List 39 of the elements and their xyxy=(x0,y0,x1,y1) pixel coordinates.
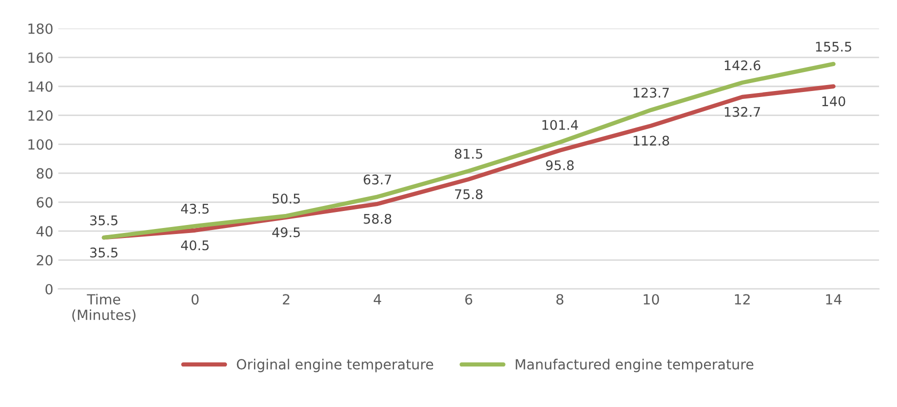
data-label: 58.8 xyxy=(364,214,392,224)
x-tick-label: 14 xyxy=(826,294,842,304)
data-label: 50.5 xyxy=(272,194,300,204)
y-tick-label: 80 xyxy=(36,168,53,179)
data-label: 75.8 xyxy=(455,189,482,200)
y-tick-label: 160 xyxy=(28,52,53,63)
data-label: 101.4 xyxy=(542,120,578,130)
y-tick-label: 100 xyxy=(28,139,53,150)
data-label: 140 xyxy=(822,96,846,106)
y-tick-label: 20 xyxy=(36,254,53,266)
y-tick-label: 0 xyxy=(46,284,53,294)
data-label: 40.5 xyxy=(181,240,209,250)
x-tick-label: 0 xyxy=(192,294,199,305)
data-label: 112.8 xyxy=(634,136,670,146)
legend-label: Manufactured engine temperature xyxy=(516,358,754,372)
y-tick-label: 60 xyxy=(36,197,53,208)
data-label: 132.7 xyxy=(724,106,760,117)
x-tick-label: 4 xyxy=(374,294,382,304)
data-label: 81.5 xyxy=(454,148,482,159)
x-tick-label: 8 xyxy=(556,294,564,305)
data-label: 123.7 xyxy=(634,88,669,98)
data-label: 142.6 xyxy=(724,60,760,70)
data-label: 95.8 xyxy=(546,160,574,170)
data-label: 49.5 xyxy=(272,227,300,238)
y-tick-label: 140 xyxy=(28,81,53,92)
data-label: 43.5 xyxy=(181,204,209,214)
data-label: 35.5 xyxy=(90,215,118,226)
x-tick-label: 10 xyxy=(644,294,659,305)
data-label: 35.5 xyxy=(90,248,118,258)
x-tick-label: 2 xyxy=(282,294,290,304)
legend-label: Original engine temperature xyxy=(236,358,434,372)
x-tick-label: 6 xyxy=(465,294,472,305)
data-label: 63.7 xyxy=(364,174,392,185)
y-tick-label: 180 xyxy=(28,23,53,34)
data-label: 155.5 xyxy=(816,42,852,52)
x-tick-label: Time (Minutes) xyxy=(72,294,136,322)
x-tick-label: 12 xyxy=(734,294,750,304)
y-tick-label: 40 xyxy=(36,226,53,237)
y-tick-label: 120 xyxy=(28,110,53,121)
